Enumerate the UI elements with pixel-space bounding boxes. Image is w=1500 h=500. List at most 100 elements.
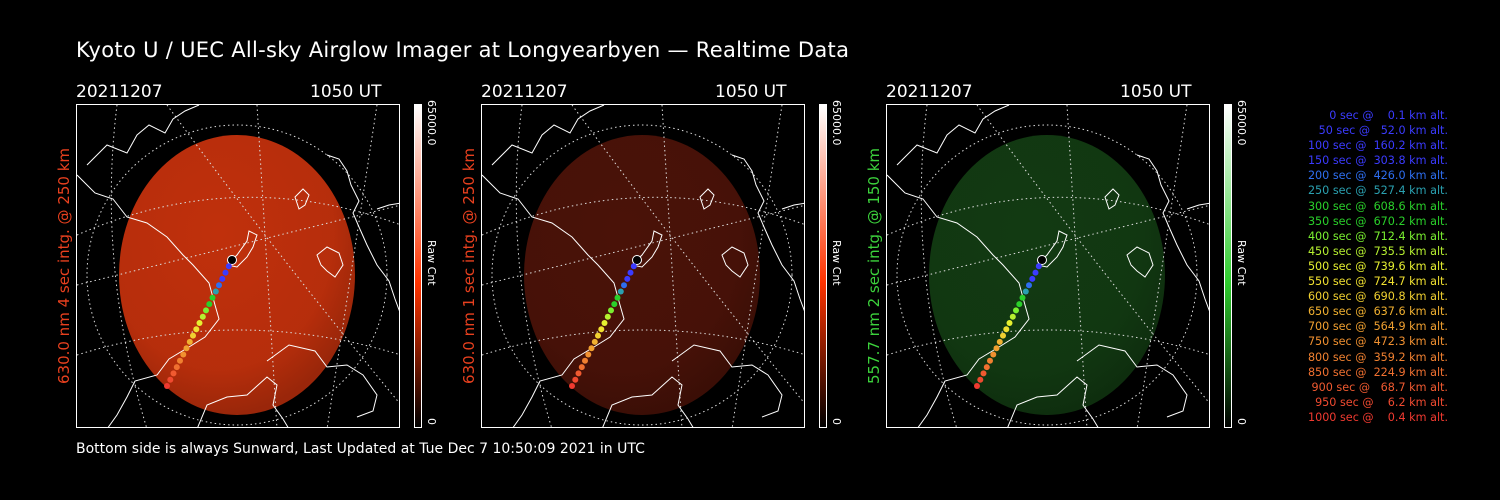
coastline: [225, 230, 258, 268]
trajectory-point: [608, 307, 614, 314]
grid-circle: [86, 124, 388, 426]
panel-1-date: 20211207: [76, 82, 163, 102]
trajectory-point: [219, 275, 226, 282]
trajectory-point: [1006, 320, 1013, 326]
legend-row: 250 sec @ 527.4 km alt.: [1307, 184, 1448, 198]
trajectory-point: [1035, 263, 1042, 270]
panel-1-colorbar-min: 0: [425, 418, 438, 425]
grid-line: [976, 105, 1209, 404]
coastline: [887, 174, 1030, 427]
coastline: [1126, 246, 1154, 278]
grid-line: [482, 196, 804, 236]
trajectory-point: [588, 345, 595, 352]
page-title: Kyoto U / UEC All-sky Airglow Imager at …: [76, 38, 850, 62]
panel-1-colorbar-max: 65000.0: [425, 100, 438, 146]
grid-line: [731, 105, 783, 427]
panel-1-colorbar: [414, 104, 422, 428]
grid-line: [482, 329, 804, 356]
trajectory-point: [614, 294, 621, 301]
trajectory-point: [193, 326, 200, 333]
coastline: [1136, 154, 1209, 312]
trajectory-point: [1022, 288, 1029, 295]
trajectory-point: [1016, 301, 1023, 308]
legend-row: 900 sec @ 68.7 km alt.: [1311, 380, 1449, 394]
trajectory-point: [177, 357, 183, 364]
trajectory-point: [983, 364, 990, 371]
sky-image: [929, 135, 1165, 415]
panel-1-wavelength-label: 630.0 nm 4 sec intg. @ 250 km: [55, 147, 73, 385]
trajectory-point: [225, 263, 232, 270]
panel-3-image: [886, 104, 1210, 428]
trajectory-point: [167, 376, 174, 383]
legend-row: 500 sec @ 739.6 km alt.: [1307, 259, 1448, 273]
panel-2-colorbar-max: 65000.0: [830, 100, 843, 146]
trajectory-point: [621, 282, 627, 289]
coastline: [630, 230, 663, 268]
trajectory-point: [617, 288, 624, 295]
trajectory-point: [611, 301, 618, 308]
coastline: [1186, 202, 1209, 210]
trajectory-point: [598, 326, 605, 333]
legend-row: 450 sec @ 735.5 km alt.: [1307, 244, 1448, 258]
allsky-map: [887, 105, 1209, 427]
trajectory-point: [601, 320, 608, 326]
legend-row: 50 sec @ 52.0 km alt.: [1318, 124, 1448, 138]
trajectory-point: [569, 383, 575, 389]
coastline: [491, 105, 605, 166]
panel-3-wavelength-label: 557.7 nm 2 sec intg. @ 150 km: [865, 147, 883, 385]
legend-row: 150 sec @ 303.8 km alt.: [1307, 154, 1448, 168]
sky-image: [119, 135, 355, 415]
coastline: [376, 202, 399, 210]
trajectory-point: [1029, 275, 1036, 282]
trajectory-point: [591, 338, 598, 345]
panel-3-colorbar-min: 0: [1235, 418, 1248, 425]
trajectory-point: [216, 282, 222, 289]
coastline: [77, 174, 220, 427]
grid-line: [571, 105, 804, 404]
trajectory-point: [974, 383, 980, 389]
coastline: [781, 202, 804, 210]
trajectory-point: [585, 351, 592, 358]
trajectory-point: [993, 345, 1000, 352]
trajectory-point: [578, 364, 585, 371]
legend-row: 400 sec @ 712.4 km alt.: [1307, 229, 1448, 243]
trajectory-point: [222, 269, 229, 276]
panel-1-image: [76, 104, 400, 428]
panel-2-image: [481, 104, 805, 428]
grid-circle: [896, 124, 1198, 426]
trajectory-point: [624, 275, 631, 282]
trajectory-point: [1026, 282, 1032, 289]
panel-1-colorbar-unit: Raw Cnt: [425, 240, 438, 286]
trajectory-point: [1000, 332, 1006, 339]
panel-2-time: 1050 UT: [715, 82, 787, 102]
legend-row: 1000 sec @ 0.4 km alt.: [1307, 410, 1448, 424]
allsky-map: [77, 105, 399, 427]
grid-line: [77, 204, 399, 286]
coastline: [197, 376, 289, 427]
legend-row: 300 sec @ 608.6 km alt.: [1307, 199, 1448, 213]
trajectory-point: [595, 332, 601, 339]
coastline: [1007, 376, 1099, 427]
legend-row: 800 sec @ 359.2 km alt.: [1307, 350, 1448, 364]
coastline: [294, 188, 310, 210]
grid-line: [326, 105, 378, 427]
legend-row: 700 sec @ 564.9 km alt.: [1307, 320, 1448, 334]
grid-line: [77, 196, 399, 236]
trajectory-point: [173, 364, 180, 371]
grid-line: [661, 105, 683, 427]
trajectory-point: [1037, 255, 1047, 265]
panel-3-colorbar-unit: Raw Cnt: [1235, 240, 1248, 286]
trajectory-point: [170, 370, 177, 377]
trajectory-point: [990, 351, 997, 358]
legend-row: 100 sec @ 160.2 km alt.: [1307, 139, 1448, 153]
trajectory-point: [1003, 326, 1010, 333]
trajectory-point: [604, 313, 611, 320]
trajectory-point: [186, 338, 193, 345]
trajectory-point: [203, 307, 209, 314]
panel-2-colorbar-unit: Raw Cnt: [830, 240, 843, 286]
legend-row: 750 sec @ 472.3 km alt.: [1307, 335, 1448, 349]
panel-3-date: 20211207: [886, 82, 973, 102]
grid-line: [166, 105, 399, 404]
trajectory-point: [630, 263, 637, 270]
legend-row: 600 sec @ 690.8 km alt.: [1307, 290, 1448, 304]
